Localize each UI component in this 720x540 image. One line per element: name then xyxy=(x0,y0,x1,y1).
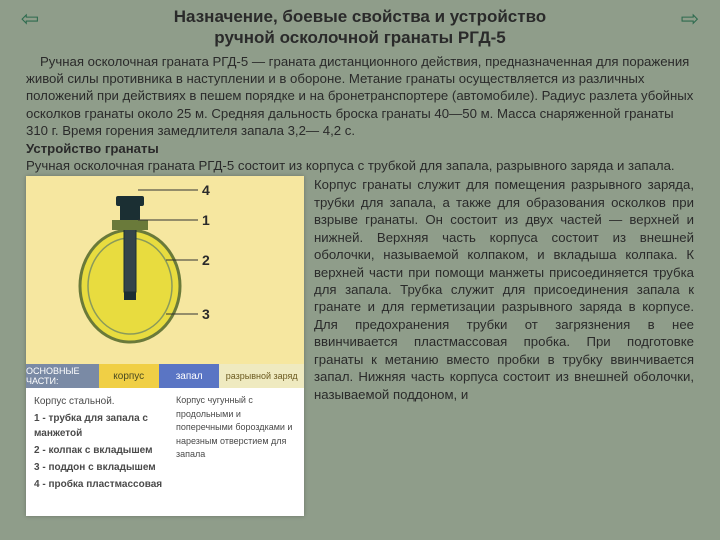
legend-bar: ОСНОВНЫЕ ЧАСТИ: корпус запал разрывной з… xyxy=(26,364,304,388)
legend-l4: 4 - пробка пластмассовая xyxy=(34,477,166,492)
legend-bar-main: ОСНОВНЫЕ ЧАСТИ: xyxy=(26,364,99,388)
intro-block: Ручная осколочная граната РГД-5 — гранат… xyxy=(0,49,720,175)
legend-list: Корпус стальной. 1 - трубка для запала с… xyxy=(26,388,304,496)
diagram-leaders xyxy=(26,176,304,364)
page-title: Назначение, боевые свойства и устройство… xyxy=(0,0,720,49)
nav-prev-button[interactable]: ⇦ xyxy=(14,6,46,28)
legend-l3: 3 - поддон с вкладышем xyxy=(34,460,166,475)
title-line2: ручной осколочной гранаты РГД-5 xyxy=(0,27,720,48)
legend-bar-c3: разрывной заряд xyxy=(219,364,304,388)
legend-l2: 2 - колпак с вкладышем xyxy=(34,443,166,458)
subhead: Устройство гранаты xyxy=(26,141,159,156)
diagram-column: 4 1 2 3 ОСНОВНЫЕ ЧАСТИ: корпус запал раз… xyxy=(26,176,304,516)
legend-l1: 1 - трубка для запала с манжетой xyxy=(34,411,166,441)
legend-bar-c1: корпус xyxy=(99,364,159,388)
nav-next-button[interactable]: ⇨ xyxy=(674,6,706,28)
diagram-canvas: 4 1 2 3 xyxy=(26,176,304,364)
intro-text: Ручная осколочная граната РГД-5 — гранат… xyxy=(26,53,694,140)
right-text: Корпус гранаты служит для помещения разр… xyxy=(314,176,694,516)
diagram-card: 4 1 2 3 ОСНОВНЫЕ ЧАСТИ: корпус запал раз… xyxy=(26,176,304,516)
legend-head: Корпус стальной. xyxy=(34,394,166,409)
legend-col2: Корпус чугунный с продольными и поперечн… xyxy=(176,394,296,494)
legend-box: ОСНОВНЫЕ ЧАСТИ: корпус запал разрывной з… xyxy=(26,364,304,496)
subline: Ручная осколочная граната РГД-5 состоит … xyxy=(26,158,675,173)
title-line1: Назначение, боевые свойства и устройство xyxy=(0,6,720,27)
legend-bar-c2: запал xyxy=(159,364,219,388)
